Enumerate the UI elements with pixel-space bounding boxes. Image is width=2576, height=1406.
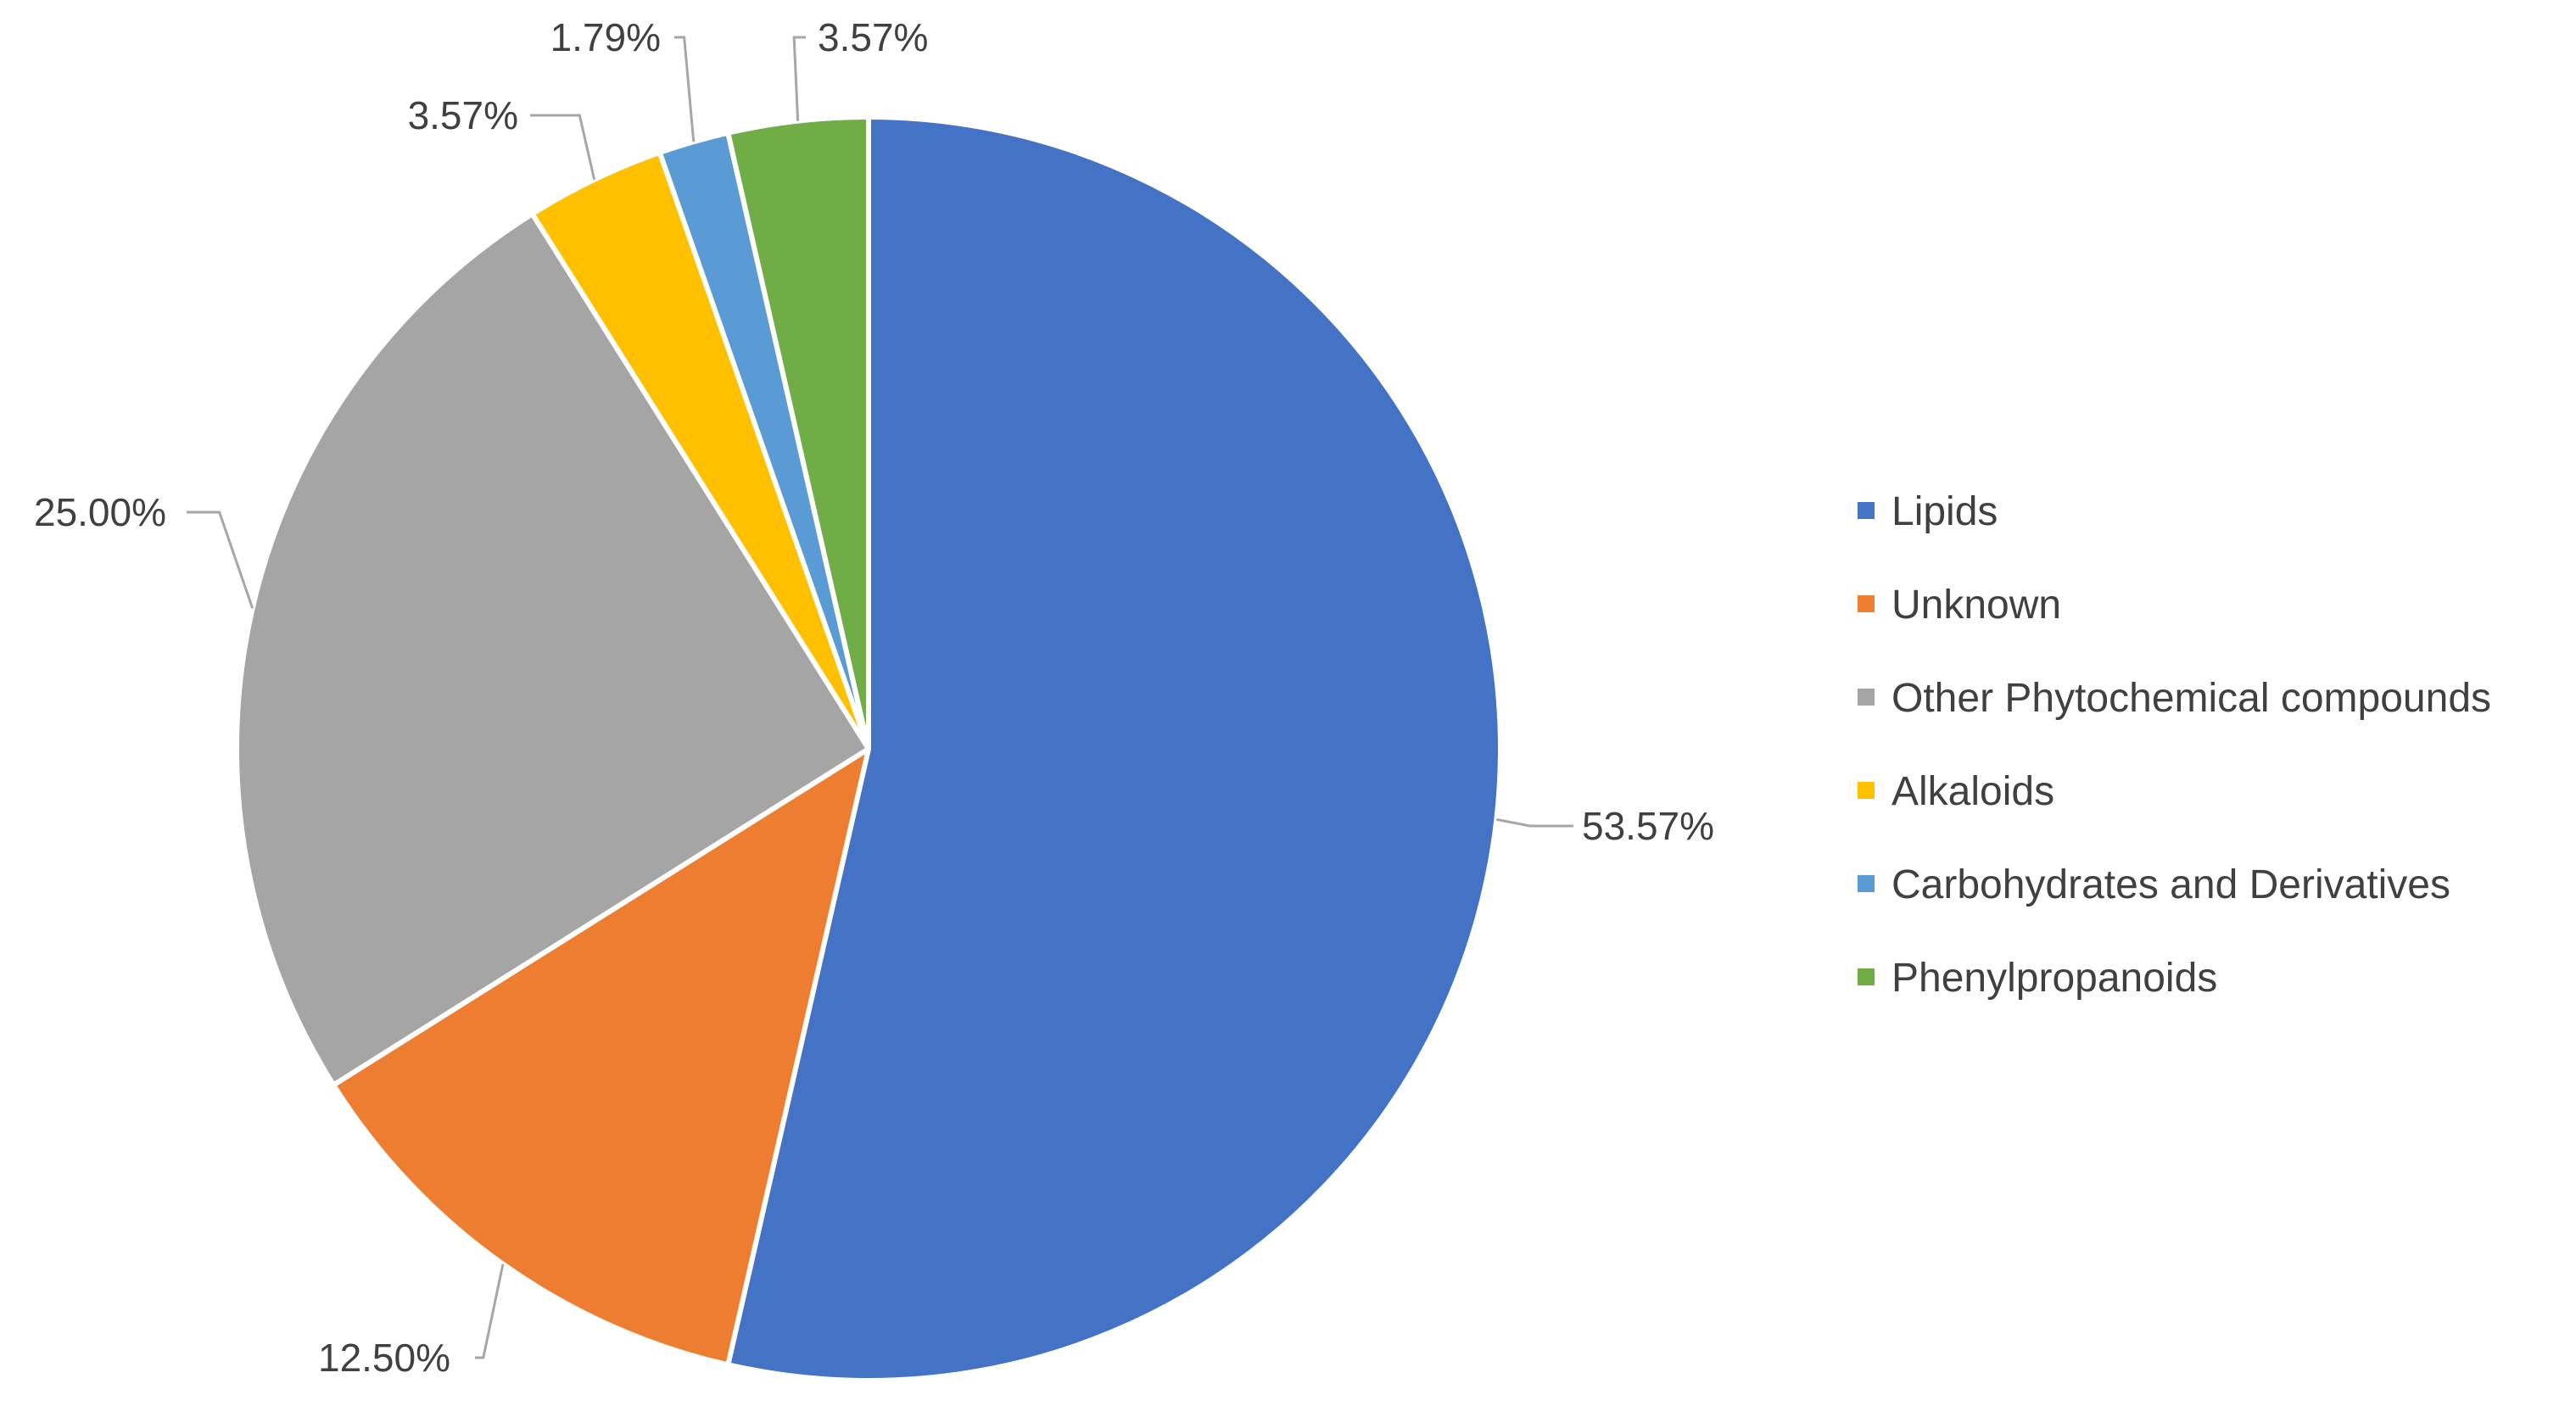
- leader-lines: [187, 36, 1573, 1359]
- data-label-alkaloids: 3.57%: [408, 93, 518, 137]
- pie-slices: [234, 114, 1503, 1383]
- legend-item-unknown: Unknown: [1858, 583, 2061, 628]
- legend-swatch-unknown: [1858, 595, 1875, 612]
- leader-line-carbohydrates-and-derivatives: [674, 36, 696, 142]
- legend-swatch-lipids: [1858, 502, 1875, 519]
- legend-item-alkaloids: Alkaloids: [1858, 769, 2054, 814]
- legend-label-lipids: Lipids: [1891, 489, 1998, 534]
- legend-swatch-carbohydrates-and-derivatives: [1858, 875, 1875, 892]
- leader-line-lipids: [1496, 817, 1573, 828]
- data-label-carbohydrates-and-derivatives: 1.79%: [550, 15, 661, 59]
- leader-line-alkaloids: [530, 114, 596, 181]
- leader-line-unknown: [475, 1264, 505, 1359]
- data-label-other-phytochemical-compounds: 25.00%: [34, 490, 166, 534]
- data-label-lipids: 53.57%: [1582, 804, 1714, 848]
- pie-slice-lipids: [725, 114, 1503, 1383]
- legend-item-phenylpropanoids: Phenylpropanoids: [1858, 956, 2217, 1001]
- legend: Lipids Unknown Other Phytochemical compoun…: [1858, 489, 2491, 1001]
- data-labels: 53.57% 12.50% 25.00% 3.57% 1.79% 3.57%: [34, 15, 1714, 1380]
- legend-item-lipids: Lipids: [1858, 489, 1998, 534]
- leader-line-other-phytochemical-compounds: [187, 511, 254, 609]
- data-label-unknown: 12.50%: [318, 1336, 450, 1380]
- data-label-phenylpropanoids: 3.57%: [818, 15, 928, 59]
- legend-label-unknown: Unknown: [1891, 583, 2061, 628]
- legend-item-carbohydrates-and-derivatives: Carbohydrates and Derivatives: [1858, 862, 2450, 907]
- legend-label-alkaloids: Alkaloids: [1891, 769, 2054, 814]
- legend-label-phenylpropanoids: Phenylpropanoids: [1891, 956, 2217, 1001]
- legend-swatch-other-phytochemical-compounds: [1858, 689, 1875, 706]
- pie-slice-phenylpropanoids: [725, 114, 871, 751]
- legend-label-other-phytochemical-compounds: Other Phytochemical compounds: [1891, 676, 2491, 721]
- legend-label-carbohydrates-and-derivatives: Carbohydrates and Derivatives: [1891, 862, 2450, 907]
- legend-item-other-phytochemical-compounds: Other Phytochemical compounds: [1858, 676, 2491, 721]
- legend-swatch-alkaloids: [1858, 782, 1875, 799]
- leader-line-phenylpropanoids: [792, 36, 806, 121]
- legend-swatch-phenylpropanoids: [1858, 968, 1875, 985]
